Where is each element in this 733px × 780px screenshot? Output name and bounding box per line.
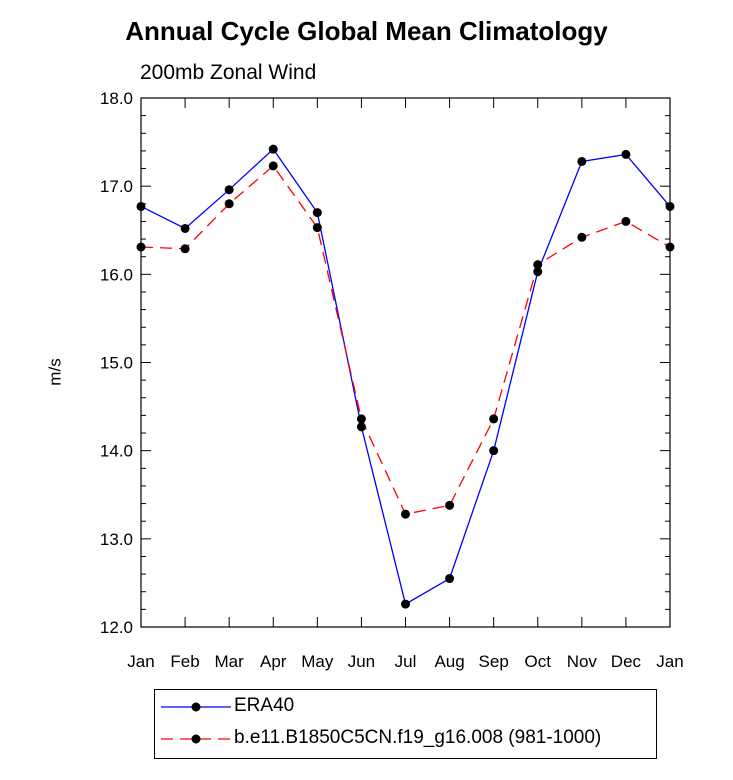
series-0-point (224, 185, 234, 195)
legend-label-era40: ERA40 (234, 695, 295, 716)
legend-swatch-era40 (161, 702, 231, 712)
series-1-point (136, 242, 146, 252)
y-tick-label: 14.0 (100, 442, 133, 461)
series-1-point (577, 232, 587, 242)
y-tick-label: 16.0 (100, 265, 133, 284)
x-tick-label: May (301, 652, 334, 671)
plot-frame (140, 97, 671, 628)
legend-label-model: b.e11.B1850C5CN.f19_g16.008 (981-1000) (234, 727, 602, 748)
chart-title: Annual Cycle Global Mean Climatology (125, 16, 608, 46)
series-0-point (489, 446, 499, 456)
series-0-point (136, 201, 146, 211)
legend-item-era40: ERA40 (155, 693, 656, 723)
series-line-1 (140, 164, 671, 515)
series-0-point (401, 599, 410, 609)
series-0-point (356, 422, 366, 432)
x-tick-label: Apr (260, 652, 287, 671)
x-tick-label: Feb (170, 652, 199, 671)
series-0-point (180, 223, 190, 233)
legend-item-model: b.e11.B1850C5CN.f19_g16.008 (981-1000) (155, 725, 656, 755)
y-tick-label: 15.0 (100, 354, 133, 373)
y-tick-label: 17.0 (100, 177, 133, 196)
legend: ERA40 b.e11.B1850C5CN.f19_g16.008 (981-1… (154, 689, 657, 759)
legend-swatch-model (161, 734, 231, 744)
x-tick-label: Mar (215, 652, 245, 671)
series-1-point (533, 260, 543, 270)
axis-ticks (140, 97, 671, 628)
chart-subtitle: 200mb Zonal Wind (140, 61, 317, 84)
y-tick-label: 12.0 (100, 618, 133, 637)
series-0-point (533, 267, 543, 277)
series-1-point (180, 244, 190, 254)
series-0-point (665, 201, 675, 211)
tick-labels: Jan Feb Mar Apr May Jun Jul Aug Sep Oct Nov Dec Jan 1… (100, 89, 684, 671)
x-tick-label: Dec (611, 652, 642, 671)
series-1-point (268, 161, 278, 171)
x-tick-label: Nov (567, 652, 598, 671)
x-tick-label: Oct (525, 652, 552, 671)
series-1-point (445, 500, 455, 510)
series-1-point (401, 509, 410, 519)
x-tick-label: Aug (434, 652, 464, 671)
x-tick-label: Jun (348, 652, 375, 671)
series-line-0 (140, 148, 671, 606)
series-1-point (356, 414, 366, 424)
y-tick-label: 18.0 (100, 89, 133, 108)
series-0-point (445, 574, 455, 584)
x-tick-label: Jan (127, 652, 154, 671)
series-1-point (489, 414, 499, 424)
series-1-point (665, 242, 675, 252)
series-1-point (224, 199, 234, 209)
series-0-point (577, 156, 587, 166)
series-0-point (621, 149, 631, 159)
x-tick-label: Jan (656, 652, 683, 671)
x-tick-label: Jul (395, 652, 417, 671)
series-0-point (312, 208, 322, 218)
y-tick-label: 13.0 (100, 530, 133, 549)
series-1-point (621, 216, 631, 226)
x-tick-label: Sep (479, 652, 509, 671)
series-0-point (268, 144, 278, 154)
series-layer (136, 144, 675, 609)
series-1-point (312, 223, 322, 233)
